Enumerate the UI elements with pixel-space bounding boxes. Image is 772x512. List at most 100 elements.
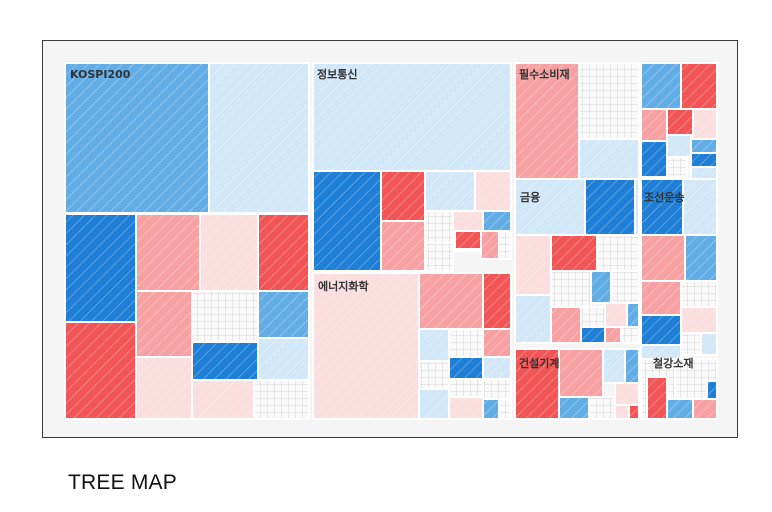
- treemap-cell-grid-texture: [420, 362, 448, 388]
- treemap-cell-grid-texture: [668, 158, 686, 176]
- treemap-cell-hatch-texture: [66, 215, 135, 321]
- treemap-cell-hatch-texture: [560, 350, 602, 396]
- treemap-cell-hatch-texture: [193, 343, 257, 379]
- treemap-cell-hatch-texture: [456, 232, 480, 248]
- treemap-cell-hatch-texture: [516, 296, 550, 342]
- treemap-cell-hatch-texture: [420, 330, 448, 360]
- treemap-cell-hatch-texture: [580, 140, 638, 178]
- treemap-cell-hatch-texture: [201, 215, 257, 290]
- sector-label: 조선운송: [644, 190, 684, 204]
- sector-label: 건설기계: [519, 356, 559, 370]
- treemap-cell-grid-texture: [552, 272, 590, 306]
- treemap-cell-hatch-texture: [626, 350, 638, 382]
- treemap-cell-hatch-texture: [692, 168, 716, 178]
- treemap-cell-grid-texture: [590, 398, 614, 418]
- treemap-cell-hatch-texture: [484, 274, 510, 328]
- treemap-cell-hatch-texture: [642, 180, 682, 234]
- treemap-cell-grid-texture: [426, 212, 452, 242]
- treemap-cell-grid-texture: [500, 400, 510, 418]
- treemap-cell-hatch-texture: [454, 212, 482, 230]
- sector-label: 철강소재: [653, 356, 693, 370]
- treemap-cell-hatch-texture: [642, 110, 666, 140]
- treemap-cell-hatch-texture: [476, 172, 510, 210]
- treemap-cell-hatch-texture: [484, 212, 510, 230]
- treemap-cell-hatch-texture: [259, 215, 308, 290]
- treemap-cell-grid-texture: [450, 380, 482, 396]
- treemap-cell-grid-texture: [682, 334, 700, 354]
- treemap-cell-hatch-texture: [137, 215, 199, 290]
- treemap-cell-hatch-texture: [314, 172, 380, 270]
- treemap-cell-grid-texture: [580, 64, 638, 138]
- treemap-cell-hatch-texture: [259, 292, 308, 337]
- treemap-cell-hatch-texture: [552, 236, 596, 270]
- sector-label: 금융: [520, 191, 540, 204]
- treemap-cell-hatch-texture: [616, 406, 628, 418]
- chart-caption: TREE MAP: [68, 471, 177, 494]
- treemap-cell-hatch-texture: [648, 378, 666, 418]
- treemap-cell-hatch-texture: [686, 236, 716, 280]
- treemap-cell-hatch-texture: [684, 180, 716, 234]
- treemap-cell-grid-texture: [612, 272, 638, 302]
- treemap-cell-grid-texture: [484, 380, 510, 398]
- treemap-cell-hatch-texture: [516, 180, 584, 234]
- treemap-cell-grid-texture: [255, 381, 308, 418]
- treemap-cell-hatch-texture: [484, 358, 510, 378]
- treemap-cell-hatch-texture: [636, 180, 638, 234]
- treemap-cell-hatch-texture: [694, 110, 716, 138]
- treemap-cell-hatch-texture: [692, 154, 716, 166]
- treemap-cell-hatch-texture: [668, 136, 690, 156]
- treemap-cell-hatch-texture: [668, 400, 692, 418]
- treemap-cell-hatch-texture: [560, 398, 588, 418]
- treemap-cell-hatch-texture: [630, 406, 638, 418]
- treemap-cell-hatch-texture: [702, 334, 716, 354]
- treemap-cell-grid-texture: [500, 232, 510, 258]
- treemap-cell-hatch-texture: [426, 172, 474, 210]
- sector-label: KOSPI200: [70, 68, 131, 81]
- treemap-cell-hatch-texture: [516, 350, 558, 418]
- treemap-cell-hatch-texture: [586, 180, 634, 234]
- treemap-cell-hatch-texture: [450, 398, 482, 418]
- treemap-cell-grid-texture: [426, 244, 452, 270]
- treemap-cell-hatch-texture: [382, 172, 424, 220]
- treemap-cell-hatch-texture: [484, 400, 498, 418]
- treemap-cell-hatch-texture: [606, 328, 620, 342]
- treemap-cell-hatch-texture: [642, 282, 680, 314]
- treemap-cell-hatch-texture: [66, 64, 208, 212]
- sector-label: 필수소비재: [519, 67, 570, 81]
- treemap-cell-hatch-texture: [259, 339, 308, 379]
- treemap-cell-hatch-texture: [592, 272, 610, 302]
- treemap-cell-hatch-texture: [682, 64, 716, 108]
- treemap-cell-hatch-texture: [682, 308, 716, 332]
- treemap-cell-grid-texture: [450, 330, 482, 356]
- treemap-cell-hatch-texture: [210, 64, 308, 212]
- treemap-cell-hatch-texture: [694, 400, 716, 418]
- treemap-cell-hatch-texture: [668, 110, 692, 134]
- treemap-cell-hatch-texture: [137, 358, 191, 418]
- treemap-cell-hatch-texture: [642, 316, 680, 344]
- treemap-cell-hatch-texture: [382, 222, 424, 270]
- treemap-cell-hatch-texture: [420, 390, 448, 418]
- treemap-cell-hatch-texture: [692, 140, 716, 152]
- treemap-cell-grid-texture: [582, 308, 604, 326]
- treemap-cell-hatch-texture: [314, 64, 510, 170]
- treemap-cell-hatch-texture: [604, 350, 624, 382]
- treemap-cell-hatch-texture: [606, 304, 626, 326]
- treemap-cell-hatch-texture: [642, 64, 680, 108]
- treemap-cell-hatch-texture: [708, 382, 716, 398]
- treemap-cell-hatch-texture: [642, 236, 684, 280]
- treemap-cell-hatch-texture: [516, 64, 578, 178]
- sector-label: 에너지화학: [318, 279, 369, 293]
- treemap-cell-grid-texture: [622, 328, 638, 342]
- treemap-cell-hatch-texture: [482, 232, 498, 258]
- treemap-cell-hatch-texture: [66, 323, 135, 418]
- treemap-cell-hatch-texture: [616, 384, 638, 404]
- sector-label: 정보통신: [317, 67, 357, 81]
- treemap-cell-hatch-texture: [552, 308, 580, 342]
- treemap-cell-grid-texture: [598, 236, 638, 270]
- treemap-cell-hatch-texture: [314, 274, 418, 418]
- treemap-cell-hatch-texture: [193, 381, 253, 418]
- treemap-cell-hatch-texture: [450, 358, 482, 378]
- treemap-cell-hatch-texture: [642, 346, 680, 358]
